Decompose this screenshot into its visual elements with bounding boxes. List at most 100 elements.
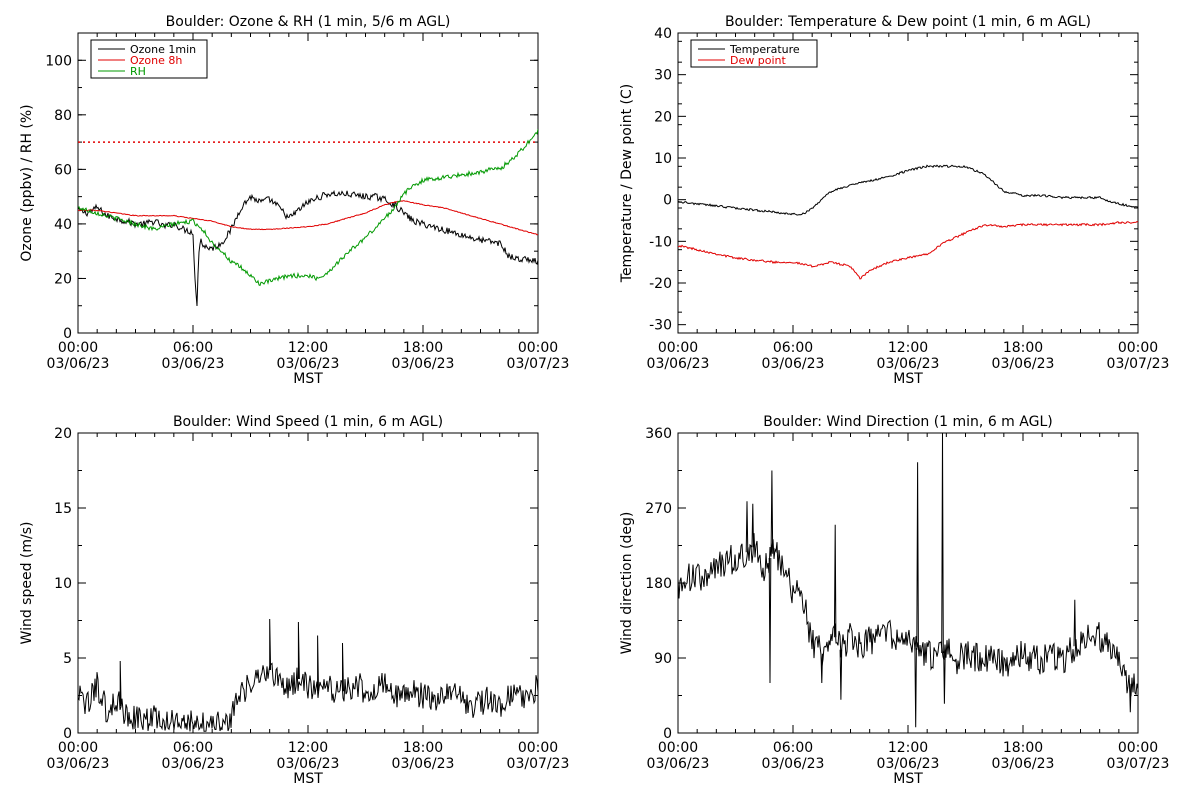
x-tick-date: 03/06/23 (877, 356, 940, 372)
series-spike (745, 501, 749, 553)
series-spike (943, 651, 946, 704)
chart-title: Boulder: Wind Direction (1 min, 6 m AGL) (763, 414, 1052, 430)
x-tick-date: 03/06/23 (47, 756, 110, 772)
x-tick-time: 00:00 (658, 740, 698, 756)
x-tick-time: 18:00 (403, 340, 443, 356)
x-tick-date: 03/06/23 (762, 756, 825, 772)
x-tick-date: 03/06/23 (162, 756, 225, 772)
x-tick-date: 03/06/23 (277, 356, 340, 372)
legend-label: Ozone 8h (130, 54, 182, 67)
x-tick-time: 12:00 (288, 740, 328, 756)
x-tick-date: 03/07/23 (507, 356, 570, 372)
y-tick-label: 60 (54, 162, 72, 178)
chart-wspd: Boulder: Wind Speed (1 min, 6 m AGL) 0 5 10… (19, 414, 569, 787)
plot-area (78, 128, 538, 307)
legend-label: Ozone 1min (130, 43, 196, 56)
x-tick-date: 03/06/23 (992, 356, 1055, 372)
x-tick-date: 03/06/23 (392, 756, 455, 772)
series-spike (914, 647, 917, 728)
y-axis-label: Wind direction (deg) (619, 512, 635, 655)
x-tick-time: 06:00 (173, 740, 213, 756)
series-spike (833, 524, 837, 638)
y-tick-label: 90 (654, 651, 672, 667)
x-tick-date: 03/06/23 (992, 756, 1055, 772)
x-tick-date: 03/07/23 (1107, 756, 1170, 772)
series-line-ozone-8h (78, 200, 538, 236)
legend-box (690, 39, 818, 68)
x-tick-time: 12:00 (888, 340, 928, 356)
legend-label: RH (130, 65, 146, 78)
series-spike (1129, 683, 1132, 713)
x-tick-date: 03/06/23 (392, 356, 455, 372)
x-tick-date: 03/07/23 (507, 756, 570, 772)
y-axis-label: Wind speed (m/s) (19, 522, 35, 645)
y-tick-label: 0 (663, 726, 672, 742)
x-tick-time: 06:00 (173, 340, 213, 356)
plot-frame (677, 32, 1139, 334)
series-line-rh (78, 128, 538, 287)
legend-label: Temperature (729, 43, 800, 56)
y-tick-label: 10 (654, 151, 672, 167)
y-tick-label: 180 (645, 576, 672, 592)
y-tick-label: -10 (649, 234, 672, 250)
y-tick-label: 20 (54, 271, 72, 287)
y-tick-label: 20 (654, 109, 672, 125)
plot-area (678, 433, 1138, 728)
y-tick-label: 80 (54, 108, 72, 124)
x-tick-time: 12:00 (888, 740, 928, 756)
legend-box (90, 39, 208, 79)
x-axis-label: MST (293, 771, 323, 787)
y-tick-label: -30 (649, 318, 672, 334)
x-tick-time: 18:00 (1003, 340, 1043, 356)
plot-frame (77, 432, 539, 734)
x-axis-label: MST (293, 371, 323, 387)
series-spike (269, 618, 272, 671)
y-tick-label: 40 (54, 217, 72, 233)
series-spike (1073, 599, 1076, 647)
series-spike (317, 635, 319, 692)
series-spike (820, 653, 823, 684)
x-tick-date: 03/06/23 (162, 356, 225, 372)
series-spike (751, 503, 754, 548)
x-tick-date: 03/06/23 (277, 756, 340, 772)
chart-title: Boulder: Wind Speed (1 min, 6 m AGL) (173, 414, 443, 430)
chart-title: Boulder: Temperature & Dew point (1 min,… (725, 14, 1091, 30)
series-spike (297, 621, 300, 680)
series-spike (839, 649, 843, 700)
y-tick-label: 360 (645, 426, 672, 442)
x-axis-label: MST (893, 771, 923, 787)
y-axis-label: Ozone (ppbv) / RH (%) (19, 104, 35, 261)
y-tick-label: 100 (45, 53, 72, 69)
x-tick-date: 03/06/23 (47, 356, 110, 372)
series-line-temperature (678, 164, 1138, 216)
series-spike (916, 462, 919, 650)
series-line-ozone-1min (78, 189, 538, 307)
y-tick-label: 15 (54, 501, 72, 517)
series-spike (119, 660, 122, 707)
x-tick-date: 03/06/23 (647, 356, 710, 372)
chart-wdir: Boulder: Wind Direction (1 min, 6 m AGL)… (619, 414, 1169, 787)
plot-area (678, 164, 1138, 280)
x-tick-date: 03/06/23 (647, 756, 710, 772)
x-tick-time: 00:00 (518, 740, 558, 756)
x-axis-label: MST (893, 371, 923, 387)
y-tick-label: 270 (645, 501, 672, 517)
y-tick-label: 40 (654, 26, 672, 42)
y-tick-label: 5 (63, 651, 72, 667)
x-tick-time: 00:00 (58, 340, 98, 356)
x-tick-date: 03/06/23 (877, 756, 940, 772)
chart-temp: Boulder: Temperature & Dew point (1 min,… (619, 14, 1169, 387)
x-tick-time: 06:00 (773, 740, 813, 756)
y-tick-label: 30 (654, 68, 672, 84)
y-tick-label: -20 (649, 276, 672, 292)
x-tick-date: 03/06/23 (762, 356, 825, 372)
plot-frame (677, 432, 1139, 734)
series-spike (770, 470, 774, 554)
series-line-wspd (78, 662, 538, 732)
series-line-wdir (678, 533, 1138, 697)
x-tick-date: 03/07/23 (1107, 356, 1170, 372)
series-spike (768, 557, 772, 684)
y-tick-label: 0 (63, 326, 72, 342)
chart-title: Boulder: Ozone & RH (1 min, 5/6 m AGL) (166, 14, 451, 30)
legend-label: Dew point (730, 54, 786, 67)
